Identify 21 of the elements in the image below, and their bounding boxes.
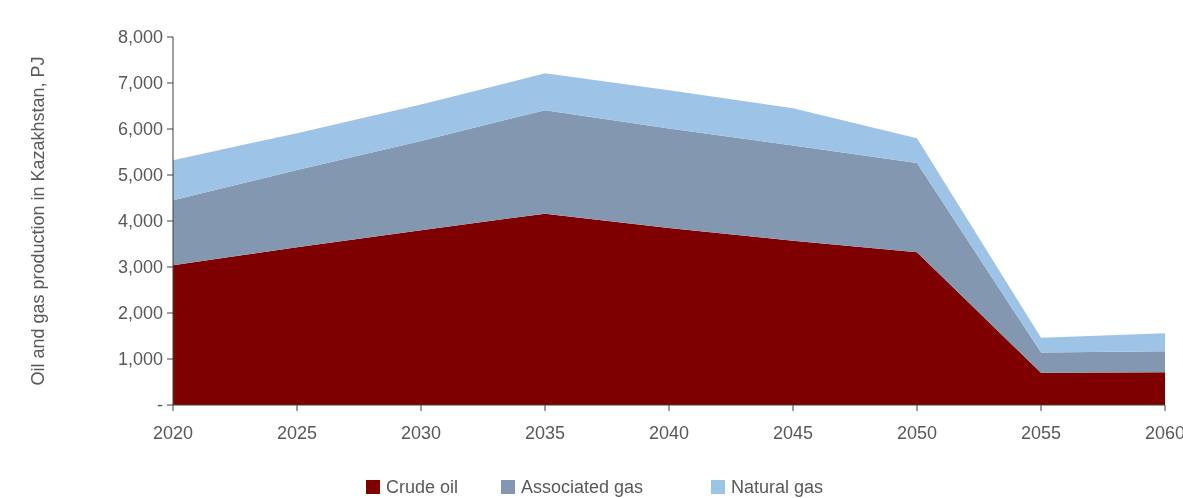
- y-axis-title: Oil and gas production in Kazakhstan, PJ: [27, 56, 49, 386]
- x-tick-label: 2050: [896, 423, 938, 443]
- y-tick-label: -: [157, 395, 163, 416]
- y-tick-label: 8,000: [117, 27, 163, 48]
- y-tick-label: 4,000: [117, 211, 163, 232]
- x-tick-label: 2040: [648, 423, 690, 443]
- x-tick-label: 2020: [152, 423, 194, 443]
- x-tick-label: 2045: [772, 423, 814, 443]
- y-tick-label: 5,000: [117, 165, 163, 186]
- y-tick-label: 3,000: [117, 257, 163, 278]
- y-tick-label: 2,000: [117, 303, 163, 324]
- legend-label: Crude oil: [386, 477, 459, 497]
- y-tick-label: 6,000: [117, 119, 163, 140]
- x-tick-label: 2030: [400, 423, 442, 443]
- y-tick-label: 1,000: [117, 349, 163, 370]
- x-tick-label: 2055: [1020, 423, 1062, 443]
- x-tick-label: 2025: [276, 423, 318, 443]
- legend-label: Natural gas: [731, 477, 824, 497]
- legend-label: Associated gas: [521, 477, 644, 497]
- y-tick-label: 7,000: [117, 73, 163, 94]
- x-tick-label: 2035: [524, 423, 566, 443]
